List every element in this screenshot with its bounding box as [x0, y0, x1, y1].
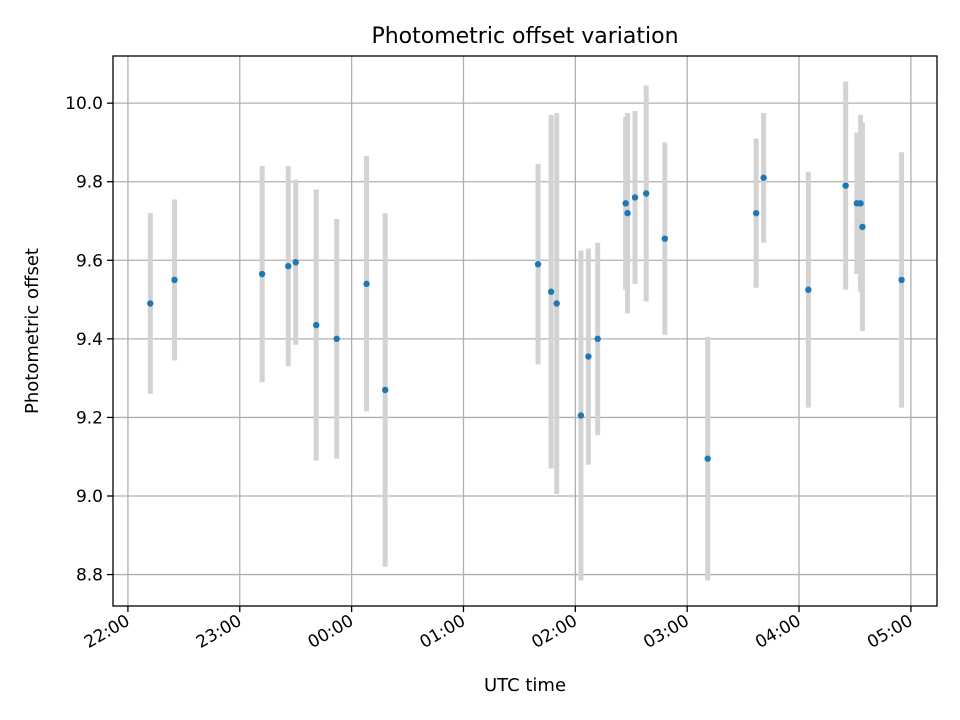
data-point [285, 262, 292, 270]
data-point [752, 209, 760, 217]
x-tick-label: 04:00 [752, 611, 804, 653]
data-point [898, 276, 905, 284]
y-tick-label: 9.4 [76, 330, 103, 350]
y-tick-label: 9.8 [76, 173, 103, 193]
x-tick-label: 23:00 [193, 611, 245, 653]
data-point [577, 412, 585, 419]
data-point [805, 286, 812, 293]
grid-layer [113, 56, 937, 606]
y-tick-label: 8.8 [76, 566, 103, 586]
data-point [363, 280, 370, 288]
y-tick-label: 9.2 [76, 408, 103, 428]
chart-title: Photometric offset variation [371, 24, 678, 49]
data-point [534, 261, 542, 268]
data-point [842, 182, 849, 189]
data-point [704, 455, 711, 462]
data-point [258, 270, 266, 278]
x-tick-label: 22:00 [81, 611, 133, 653]
x-tick-label: 01:00 [417, 611, 469, 653]
data-point [381, 386, 389, 394]
data-point [292, 259, 299, 266]
y-tick-label: 9.6 [76, 251, 103, 271]
data-point [333, 335, 340, 343]
data-point-layer [147, 174, 905, 462]
data-point [642, 190, 650, 197]
x-axis-label: UTC time [484, 675, 566, 696]
data-point [547, 288, 555, 295]
data-point [594, 335, 601, 343]
errorbar-layer [147, 81, 905, 581]
x-tick-label: 05:00 [864, 611, 916, 653]
data-point [624, 209, 631, 217]
data-point [622, 200, 629, 207]
data-point [553, 300, 560, 307]
data-point [661, 235, 669, 242]
data-point [859, 223, 866, 231]
data-point [313, 321, 320, 329]
y-tick-label: 9.0 [76, 487, 103, 507]
x-tick-label: 02:00 [528, 611, 580, 653]
y-axis-label: Photometric offset [22, 248, 43, 414]
data-point [857, 200, 864, 207]
data-point [760, 174, 767, 181]
plot-frame [112, 55, 938, 607]
x-tick-label: 00:00 [305, 611, 357, 653]
y-tick-label: 10.0 [65, 94, 103, 114]
tick-layer: 22:00 23:00 00:00 01:00 02:00 03:00 04:00 05:00… [65, 94, 916, 653]
data-point [631, 194, 639, 201]
data-point [585, 353, 592, 360]
x-tick-label: 03:00 [640, 611, 692, 653]
data-point [147, 300, 154, 307]
data-point [171, 276, 178, 284]
